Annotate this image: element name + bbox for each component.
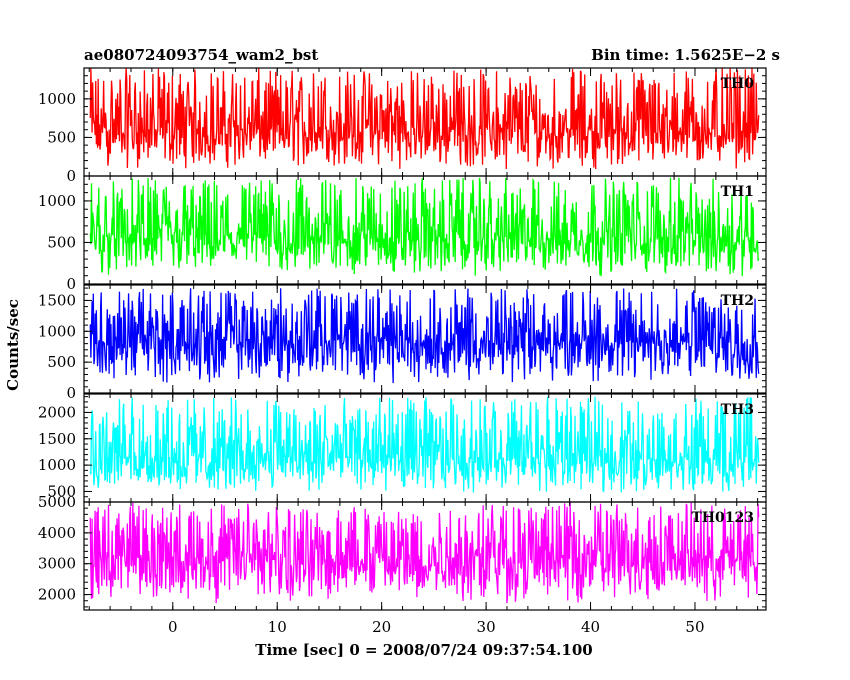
panel-th3: 500 1000 1500 2000 TH3	[38, 393, 767, 503]
panel-label-th1: TH1	[721, 184, 754, 200]
y-tick-label: 0	[66, 384, 76, 402]
y-tick-label: 2000	[38, 403, 76, 421]
y-tick-label: 1000	[38, 192, 76, 210]
series-line-th2	[89, 288, 760, 384]
series-line-th0123	[89, 502, 760, 604]
panel-label-th0123: TH0123	[691, 510, 754, 526]
panel-th1: 0 500 1000 TH1	[38, 175, 767, 293]
y-tick-label: 500	[47, 128, 76, 146]
x-tick-label: 0	[168, 618, 178, 636]
panel-frame	[83, 175, 767, 285]
y-tick-label: 0	[66, 167, 76, 185]
series-line-th0	[89, 68, 760, 170]
x-tick-label: 50	[685, 618, 704, 636]
x-tick-label: 40	[581, 618, 600, 636]
panel-frame	[83, 501, 767, 611]
y-tick-label: 500	[47, 482, 76, 500]
y-tick-label: 3000	[38, 555, 76, 573]
panel-th0123: 2000 3000 4000 5000 TH0123 0 10 20 30 40 50	[38, 493, 767, 636]
x-tick-label: 10	[268, 618, 287, 636]
y-tick-label: 1000	[38, 322, 76, 340]
y-tick-label: 1500	[38, 291, 76, 309]
bin-time-label: Bin time: 1.5625E−2 s	[591, 46, 780, 64]
y-tick-label: 0	[66, 275, 76, 293]
y-tick-label: 2000	[38, 586, 76, 604]
panel-th0: 0 500 1000 TH0	[38, 67, 767, 185]
x-tick-label: 30	[477, 618, 496, 636]
y-tick-label: 5000	[38, 493, 76, 511]
y-tick-label: 4000	[38, 524, 76, 542]
x-tick-label: 20	[372, 618, 391, 636]
y-tick-label: 500	[47, 233, 76, 251]
y-tick-label: 1500	[38, 430, 76, 448]
x-axis-label: Time [sec] 0 = 2008/07/24 09:37:54.100	[255, 641, 592, 659]
y-tick-label: 1000	[38, 90, 76, 108]
series-line-th3	[89, 396, 760, 493]
y-tick-label: 500	[47, 353, 76, 371]
panel-label-th3: TH3	[721, 402, 754, 418]
y-axis-label: Counts/sec	[4, 299, 22, 391]
panel-label-th2: TH2	[721, 293, 754, 309]
series-line-th1	[89, 177, 760, 277]
panel-label-th0: TH0	[721, 76, 755, 92]
panel-frame	[83, 284, 767, 394]
chart-title: ae080724093754_wam2_bst	[84, 46, 318, 64]
panel-th2: 0 500 1000 1500 TH2	[38, 284, 767, 402]
y-tick-label: 1000	[38, 456, 76, 474]
